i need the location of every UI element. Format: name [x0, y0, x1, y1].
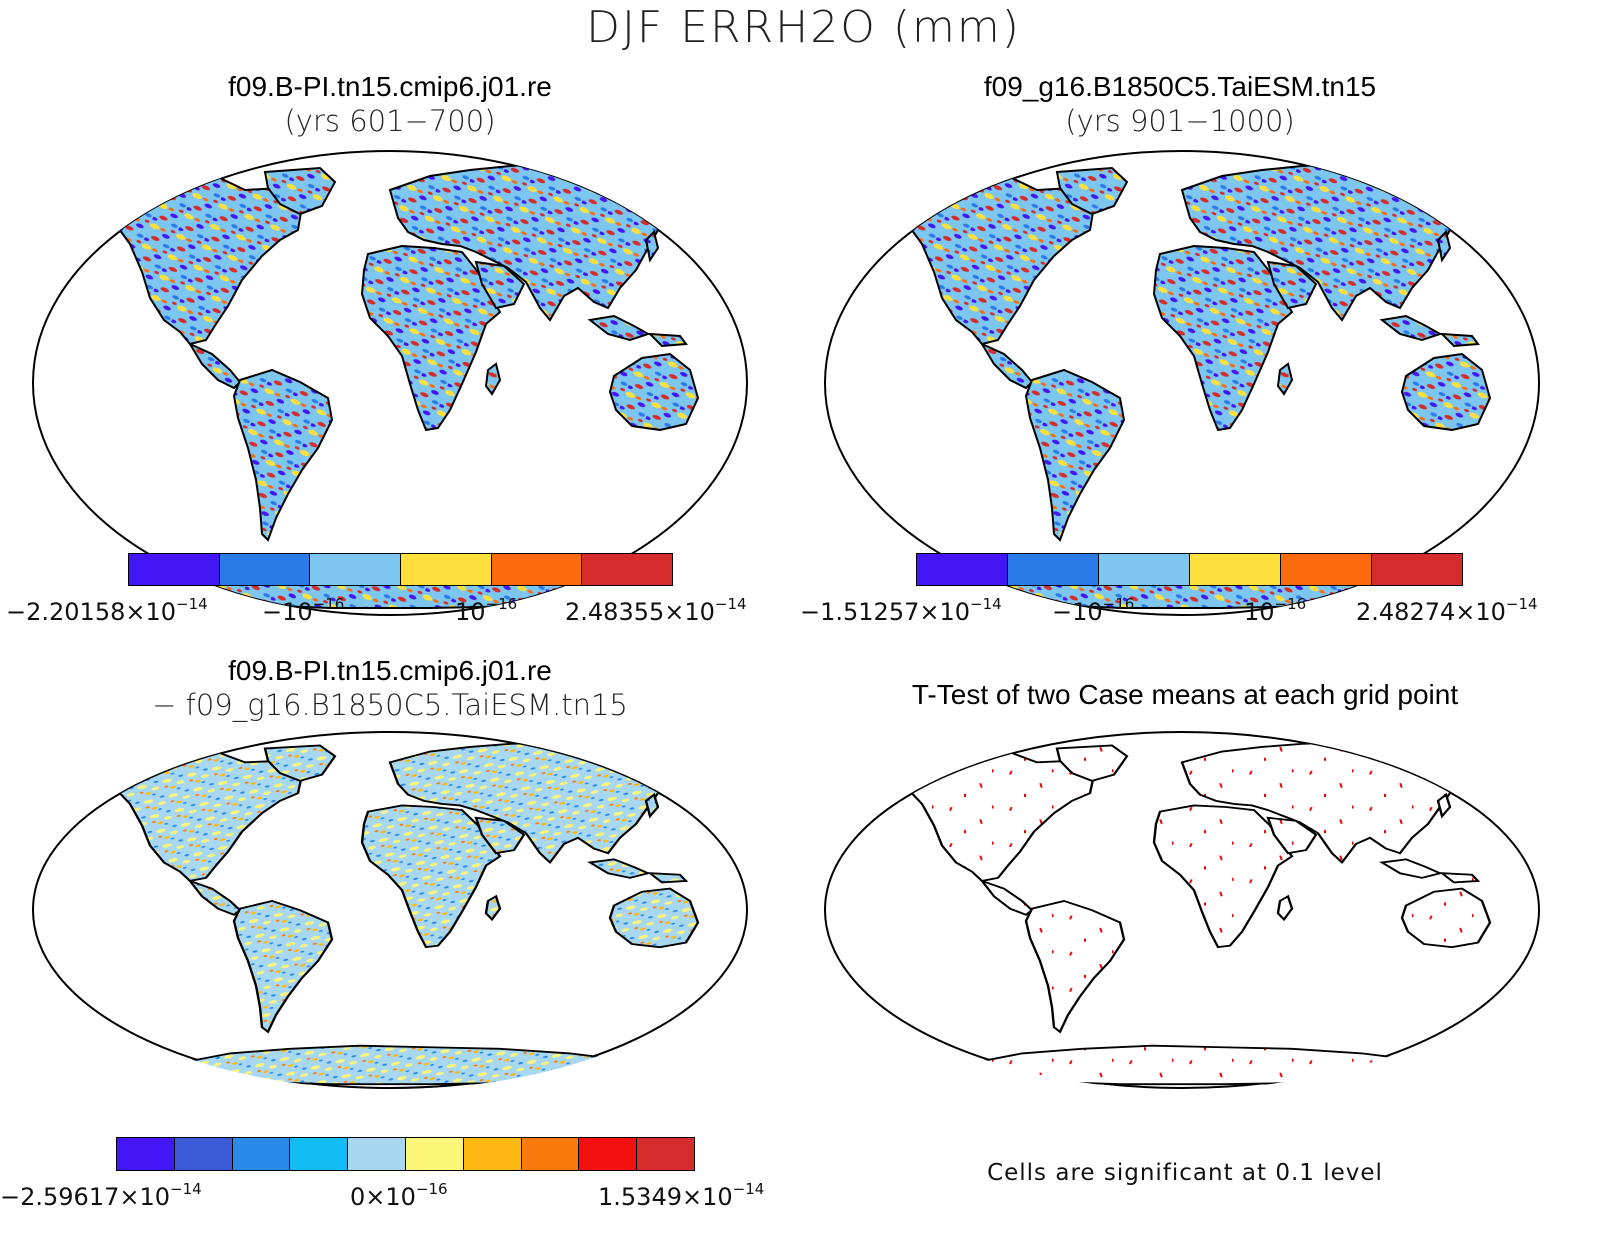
colorbar-swatch-5 — [405, 1138, 464, 1170]
colorbar-swatch-1 — [1008, 554, 1099, 585]
colorbar-swatch-3 — [401, 554, 492, 585]
panel-diff-title: f09.B-PI.tn15.cmip6.j01.re — [228, 655, 552, 686]
panel-case2-subtitle: (yrs 901−1000) — [1065, 104, 1295, 138]
colorbar-swatch-5 — [1372, 554, 1462, 585]
panel-case2-title-block: f09_g16.B1850C5.TaiESM.tn15 (yrs 901−100… — [820, 70, 1540, 138]
panel-case2-colorbar-label-max: 2.48274×10−14 — [1356, 595, 1538, 626]
panel-diff-colorbar-label-zero: 0×10−16 — [350, 1180, 448, 1211]
panel-case1-colorbar-label-possmall: 10−16 — [455, 595, 518, 626]
panel-diff-title-block: f09.B-PI.tn15.cmip6.j01.re − f09_g16.B18… — [30, 654, 750, 722]
panel-diff-subtitle: − f09_g16.B1850C5.TaiESM.tn15 — [152, 688, 628, 722]
colorbar-swatch-2 — [1099, 554, 1190, 585]
panel-ttest-map — [824, 731, 1540, 1089]
colorbar-swatch-1 — [219, 554, 311, 585]
panel-diff-colorbar — [116, 1137, 695, 1171]
panel-case2-colorbar — [916, 553, 1463, 586]
colorbar-swatch-9 — [637, 1138, 694, 1170]
colorbar-swatch-0 — [117, 1138, 175, 1170]
panel-case1-title: f09.B-PI.tn15.cmip6.j01.re — [228, 71, 552, 102]
figure-title: DJF ERRH2O (mm) — [586, 2, 1021, 53]
colorbar-swatch-7 — [521, 1138, 580, 1170]
colorbar-swatch-0 — [917, 554, 1008, 585]
colorbar-swatch-2 — [310, 554, 402, 585]
panel-case1-colorbar-label-negsmall: −10−16 — [262, 595, 345, 626]
colorbar-swatch-3 — [290, 1138, 349, 1170]
panel-case1-colorbar-label-min: −2.20158×10−14 — [6, 595, 208, 626]
panel-diff-colorbar-label-min: −2.59617×10−14 — [0, 1180, 202, 1211]
panel-case1-title-block: f09.B-PI.tn15.cmip6.j01.re (yrs 601−700) — [30, 70, 750, 138]
panel-case1-colorbar — [128, 553, 673, 586]
panel-case1-colorbar-label-max: 2.48355×10−14 — [565, 595, 747, 626]
colorbar-swatch-2 — [232, 1138, 291, 1170]
panel-ttest-title-block: T-Test of two Case means at each grid po… — [820, 678, 1550, 712]
colorbar-swatch-4 — [1281, 554, 1372, 585]
panel-ttest-note: Cells are significant at 0.1 level — [987, 1160, 1383, 1186]
colorbar-swatch-6 — [463, 1138, 522, 1170]
panel-case2-colorbar-label-possmall: 10−16 — [1244, 595, 1307, 626]
panel-diff-map — [32, 731, 748, 1089]
colorbar-swatch-0 — [129, 554, 220, 585]
panel-case2-title: f09_g16.B1850C5.TaiESM.tn15 — [983, 71, 1377, 102]
colorbar-swatch-8 — [579, 1138, 638, 1170]
panel-diff-colorbar-label-max: 1.5349×10−14 — [598, 1180, 765, 1211]
colorbar-swatch-3 — [1190, 554, 1281, 585]
colorbar-swatch-4 — [491, 554, 583, 585]
colorbar-swatch-1 — [174, 1138, 233, 1170]
panel-case1-subtitle: (yrs 601−700) — [284, 104, 496, 138]
panel-ttest-title: T-Test of two Case means at each grid po… — [911, 679, 1459, 710]
colorbar-swatch-5 — [582, 554, 673, 585]
panel-case2-colorbar-label-negsmall: −10−16 — [1052, 595, 1135, 626]
panel-case1-map — [32, 150, 748, 616]
panel-case2-colorbar-label-min: −1.51257×10−14 — [800, 595, 1002, 626]
colorbar-swatch-4 — [348, 1138, 406, 1170]
panel-case2-map — [824, 150, 1540, 616]
